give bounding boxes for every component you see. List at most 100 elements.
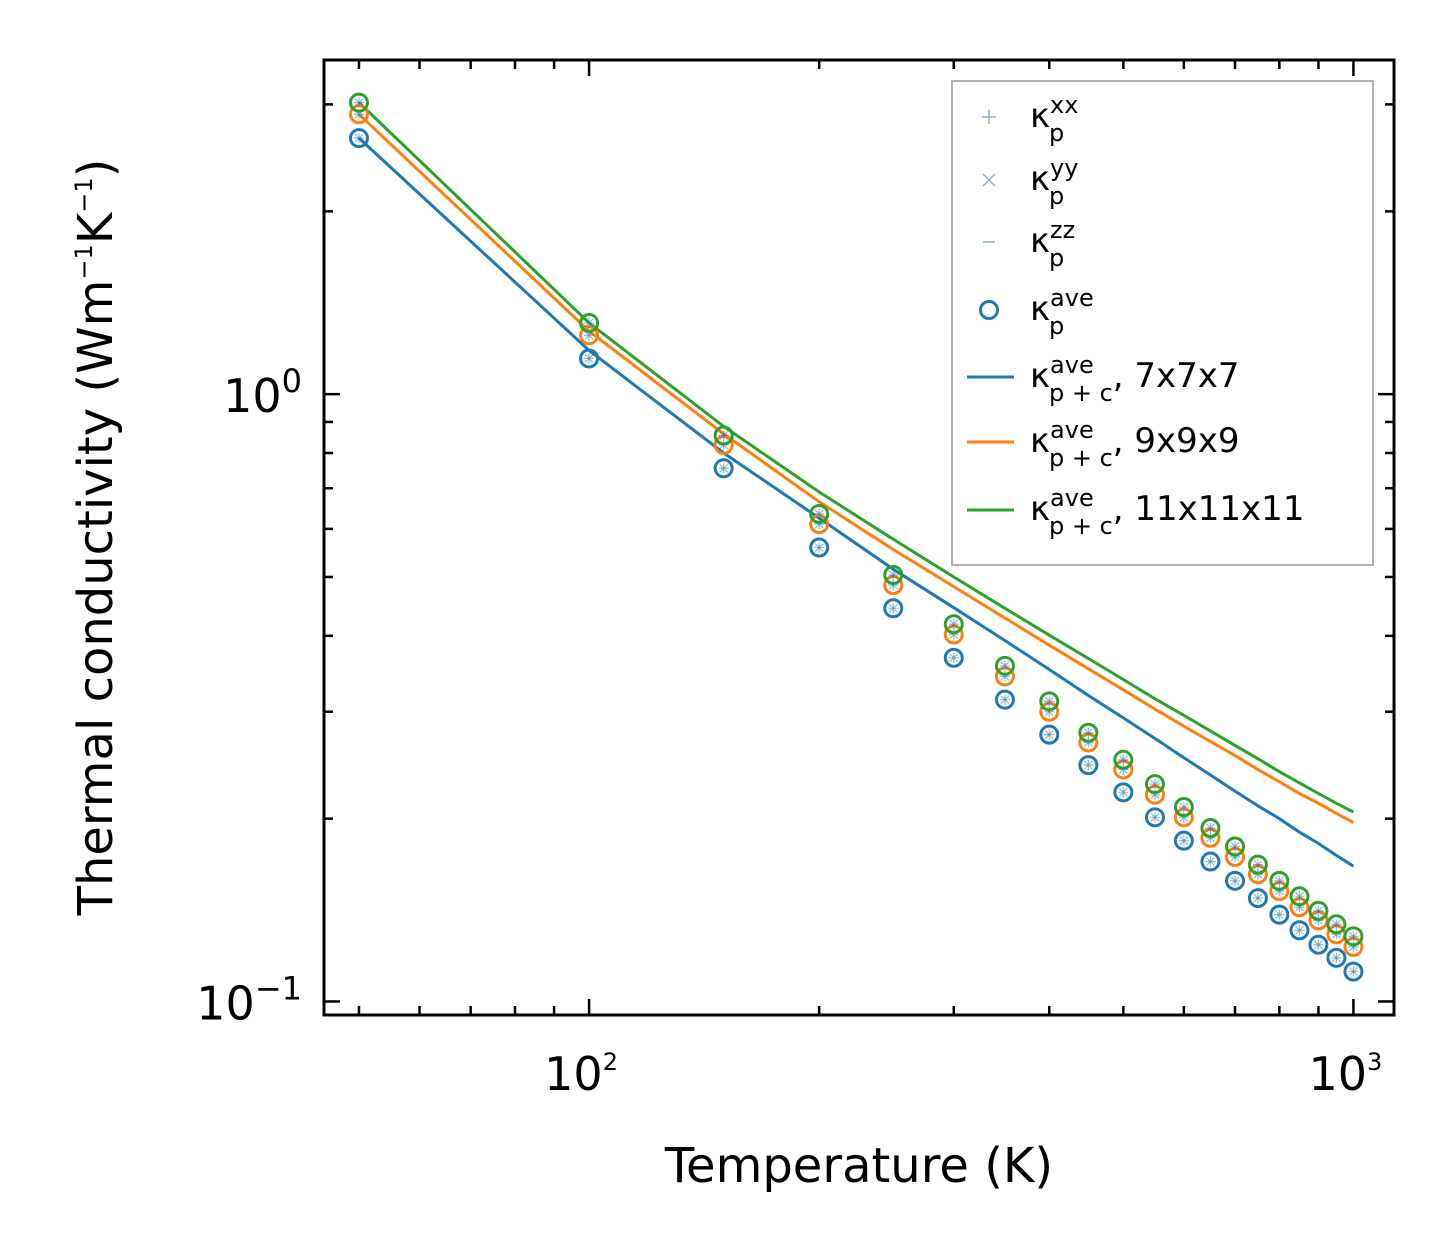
data-point-7x7x7 — [943, 647, 964, 668]
kappa-p-yy-marker — [1118, 787, 1128, 797]
kappa-p-ave-marker — [1247, 854, 1268, 875]
data-point-7x7x7 — [1078, 755, 1099, 776]
kappa-p-yy-marker — [1150, 812, 1160, 822]
kappa-p-ave-marker — [1308, 934, 1329, 955]
data-point-7x7x7 — [1289, 920, 1310, 941]
kappa-p-ave-marker — [1200, 851, 1221, 872]
kappa-p-yy-marker — [888, 570, 898, 580]
legend-item: κxx p — [982, 91, 1078, 147]
data-point-11x11x11 — [348, 92, 369, 113]
y-tick-label: 100 — [223, 362, 302, 423]
kappa-p-ave-marker — [943, 614, 964, 635]
data-point-11x11x11 — [943, 614, 964, 635]
data-point-11x11x11 — [1039, 691, 1060, 712]
data-point-7x7x7 — [1247, 888, 1268, 909]
legend-item: κave p + c, 9x9x9 — [967, 416, 1240, 472]
data-point-7x7x7 — [348, 128, 369, 149]
legend-label: κave p + c, 9x9x9 — [1030, 416, 1240, 472]
data-point-11x11x11 — [713, 425, 734, 446]
data-point-11x11x11 — [883, 564, 904, 585]
data-point-11x11x11 — [1113, 749, 1134, 770]
y-tick-label: 10−1 — [196, 969, 302, 1030]
data-point-11x11x11 — [1173, 797, 1194, 818]
data-point-11x11x11 — [1326, 914, 1347, 935]
x-axis-title: Temperature (K) — [664, 1138, 1053, 1194]
kappa-p-ave-marker — [1144, 807, 1165, 828]
legend-label: κave p + c, 7x7x7 — [1030, 351, 1240, 407]
kappa-p-yy-marker — [1274, 910, 1284, 920]
data-point-7x7x7 — [1113, 782, 1134, 803]
kappa-p-yy-marker — [1206, 857, 1215, 866]
kappa-p-yy-marker — [1349, 931, 1358, 941]
kappa-p-ave-marker — [579, 312, 600, 333]
data-point-7x7x7 — [1308, 934, 1329, 955]
kappa-pc-ave-line-9x9x9 — [357, 113, 1355, 824]
kappa-p-yy-marker — [814, 509, 824, 519]
legend-label: κxx p — [1030, 91, 1078, 147]
data-point-11x11x11 — [1343, 926, 1364, 947]
data-point-11x11x11 — [1308, 900, 1329, 921]
kappa-p-yy-marker — [354, 133, 364, 143]
kappa-p-yy-marker — [354, 98, 364, 108]
kappa-p-ave-marker — [943, 647, 964, 668]
kappa-p-yy-marker — [814, 543, 824, 552]
kappa-p-yy-marker — [719, 431, 729, 440]
kappa-p-yy-marker — [1150, 779, 1160, 789]
y-axis-title: Thermal conductivity (Wm−1K−1) — [68, 159, 124, 917]
kappa-p-ave-marker — [348, 92, 369, 113]
kappa-p-yy-marker — [1349, 967, 1358, 977]
data-point-11x11x11 — [1078, 722, 1099, 743]
kappa-p-ave-marker — [1247, 888, 1268, 909]
plot-frame — [322, 58, 1396, 1017]
kappa-p-yy-marker — [1230, 842, 1240, 851]
data-point-7x7x7 — [1269, 904, 1290, 925]
data-point-7x7x7 — [809, 537, 830, 558]
legend-item: κave p + c, 7x7x7 — [967, 351, 1240, 407]
kappa-p-yy-marker — [1314, 906, 1323, 916]
kappa-p-ave-marker — [883, 564, 904, 585]
plus-marker-icon — [982, 110, 996, 124]
kappa-p-ave-marker — [1078, 755, 1099, 776]
kappa-p-ave-marker — [994, 689, 1015, 710]
plot-area — [348, 92, 1364, 982]
kappa-pc-ave-line-11x11x11 — [357, 101, 1355, 814]
kappa-p-yy-marker — [1253, 893, 1263, 903]
x-marker-icon — [982, 173, 996, 187]
kappa-p-yy-marker — [1206, 823, 1215, 833]
legend-label: κave p + c, 11x11x11 — [1030, 484, 1304, 540]
legend: κxx p κyy p κzz p κave p κave p + c, 7x7x7 κave p +… — [951, 80, 1374, 566]
kappa-p-ave-marker — [1173, 797, 1194, 818]
kappa-p-yy-marker — [1295, 891, 1304, 901]
data-point-11x11x11 — [1144, 774, 1165, 795]
kappa-p-ave-marker — [1308, 900, 1329, 921]
data-point-11x11x11 — [809, 503, 830, 524]
kappa-p-ave-marker — [713, 425, 734, 446]
kappa-p-yy-marker — [1314, 940, 1323, 950]
kappa-p-yy-marker — [584, 330, 594, 340]
kappa-p-ave-marker — [1113, 749, 1134, 770]
kappa-p-yy-marker — [1253, 860, 1263, 870]
kappa-p-yy-marker — [1331, 953, 1341, 963]
kappa-p-yy-marker — [719, 463, 729, 473]
kappa-p-yy-marker — [1295, 925, 1304, 935]
legend-label: κave p — [1030, 284, 1094, 340]
legend-item: κyy p — [982, 154, 1078, 210]
kappa-p-yy-marker — [1000, 695, 1010, 705]
kappa-p-ave-marker — [1200, 818, 1221, 839]
kappa-p-ave-marker — [1326, 914, 1347, 935]
legend-item: κzz p — [983, 216, 1075, 272]
kappa-p-yy-marker — [1118, 755, 1128, 765]
data-point-11x11x11 — [1200, 818, 1221, 839]
kappa-p-yy-marker — [1044, 696, 1054, 706]
data-point-11x11x11 — [1269, 870, 1290, 891]
data-point-7x7x7 — [1200, 851, 1221, 872]
kappa-p-ave-marker — [809, 503, 830, 524]
kappa-p-yy-marker — [1179, 802, 1189, 812]
kappa-p-yy-marker — [1083, 728, 1093, 738]
kappa-p-ave-marker — [348, 128, 369, 149]
kappa-p-yy-marker — [1274, 876, 1284, 886]
kappa-p-ave-marker — [1269, 904, 1290, 925]
data-point-7x7x7 — [1326, 947, 1347, 968]
kappa-pc-ave-line-7x7x7 — [357, 136, 1355, 868]
legend-item: κave p + c, 11x11x11 — [967, 484, 1304, 540]
